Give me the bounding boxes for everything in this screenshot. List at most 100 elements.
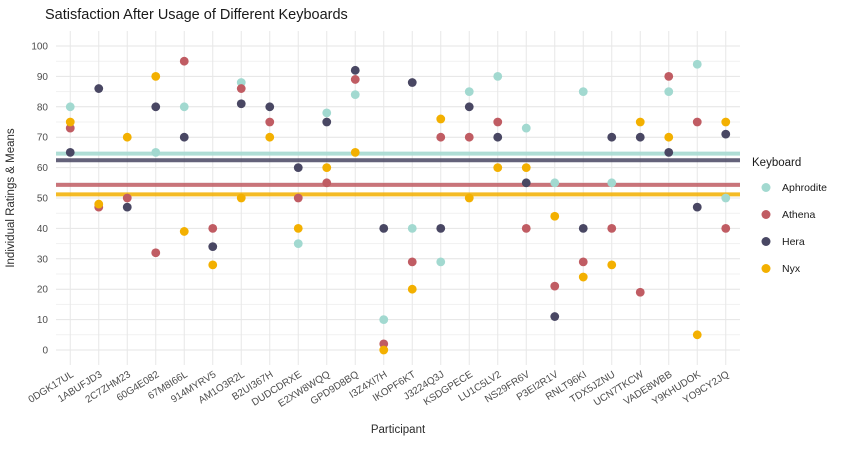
data-point-hera bbox=[151, 102, 161, 112]
data-point-nyx bbox=[721, 117, 731, 127]
data-point-athena bbox=[379, 339, 389, 349]
data-point-nyx bbox=[521, 163, 531, 173]
data-point-nyx bbox=[692, 330, 702, 340]
x-axis-label: Participant bbox=[371, 424, 426, 436]
legend-item-athena: Athena bbox=[761, 209, 815, 221]
data-point-athena bbox=[721, 224, 731, 233]
data-point-nyx bbox=[436, 114, 446, 124]
data-point-aphrodite bbox=[664, 87, 674, 96]
y-axis-label: Individual Ratings & Means bbox=[5, 128, 17, 268]
data-point-nyx bbox=[578, 272, 588, 282]
legend-title: Keyboard bbox=[752, 157, 801, 169]
data-point-nyx bbox=[65, 117, 75, 127]
y-tick-label: 50 bbox=[37, 194, 49, 205]
data-point-aphrodite bbox=[493, 72, 503, 81]
data-point-hera bbox=[122, 202, 132, 212]
legend-label-nyx: Nyx bbox=[782, 263, 801, 275]
data-point-aphrodite bbox=[550, 178, 560, 188]
gridlines-major bbox=[56, 45, 740, 351]
data-point-athena bbox=[407, 257, 417, 267]
data-point-nyx bbox=[635, 117, 645, 127]
y-tick-label: 70 bbox=[37, 133, 49, 144]
data-point-athena bbox=[493, 117, 503, 127]
legend-item-hera: Hera bbox=[761, 236, 805, 248]
data-point-athena bbox=[122, 193, 132, 203]
data-point-aphrodite bbox=[236, 78, 246, 87]
data-point-hera bbox=[635, 132, 645, 142]
data-point-athena bbox=[607, 224, 617, 233]
data-point-nyx bbox=[179, 227, 189, 236]
data-point-athena bbox=[65, 123, 75, 133]
data-point-aphrodite bbox=[350, 90, 360, 100]
legend-swatch-athena bbox=[761, 210, 771, 219]
data-point-hera bbox=[179, 132, 189, 142]
data-point-aphrodite bbox=[521, 123, 531, 133]
mean-lines bbox=[56, 151, 740, 197]
data-point-athena bbox=[664, 72, 674, 81]
data-point-athena bbox=[293, 193, 303, 203]
data-point-athena bbox=[464, 132, 474, 142]
legend: Aphrodite Athena Hera Nyx bbox=[761, 182, 827, 275]
data-point-hera bbox=[664, 148, 674, 157]
data-point-nyx bbox=[265, 132, 275, 142]
data-point-hera bbox=[607, 132, 617, 142]
data-point-nyx bbox=[493, 163, 503, 173]
y-axis-tick-labels: 0 10 20 30 40 50 60 70 80 90 100 bbox=[31, 42, 48, 357]
y-tick-label: 80 bbox=[37, 102, 49, 113]
data-point-aphrodite bbox=[436, 257, 446, 267]
data-point-nyx bbox=[236, 193, 246, 203]
data-point-athena bbox=[692, 117, 702, 127]
data-point-aphrodite bbox=[65, 102, 75, 112]
data-point-nyx bbox=[379, 345, 389, 355]
data-point-aphrodite bbox=[293, 239, 303, 249]
data-point-nyx bbox=[407, 284, 417, 294]
y-tick-label: 20 bbox=[37, 285, 49, 296]
data-point-aphrodite bbox=[379, 315, 389, 324]
y-tick-label: 30 bbox=[37, 254, 49, 265]
data-point-hera bbox=[578, 224, 588, 233]
legend-label-hera: Hera bbox=[782, 236, 805, 248]
data-point-hera bbox=[322, 117, 332, 127]
legend-label-aphrodite: Aphrodite bbox=[782, 182, 827, 194]
data-point-aphrodite bbox=[721, 193, 731, 203]
data-point-hera bbox=[521, 178, 531, 188]
y-tick-label: 40 bbox=[37, 224, 49, 235]
data-point-hera bbox=[692, 202, 702, 212]
legend-swatch-nyx bbox=[761, 264, 771, 273]
data-point-nyx bbox=[550, 211, 560, 221]
data-point-hera bbox=[379, 224, 389, 233]
data-point-athena bbox=[635, 287, 645, 297]
data-point-aphrodite bbox=[151, 148, 161, 157]
data-point-athena bbox=[236, 84, 246, 93]
chart-title: Satisfaction After Usage of Different Ke… bbox=[45, 7, 348, 23]
gridlines-vertical bbox=[69, 31, 727, 365]
data-point-athena bbox=[550, 281, 560, 291]
y-tick-label: 100 bbox=[31, 42, 48, 53]
legend-label-athena: Athena bbox=[782, 209, 815, 221]
legend-swatch-aphrodite bbox=[761, 183, 771, 192]
y-tick-label: 60 bbox=[37, 163, 49, 174]
data-point-hera bbox=[550, 312, 560, 321]
data-point-aphrodite bbox=[407, 224, 417, 233]
data-point-nyx bbox=[293, 224, 303, 233]
y-tick-label: 90 bbox=[37, 72, 49, 83]
data-point-nyx bbox=[464, 193, 474, 203]
legend-item-aphrodite: Aphrodite bbox=[761, 182, 827, 194]
data-point-aphrodite bbox=[322, 108, 332, 118]
data-point-athena bbox=[208, 224, 218, 233]
data-point-athena bbox=[436, 132, 446, 142]
data-point-hera bbox=[236, 99, 246, 109]
data-point-nyx bbox=[94, 199, 104, 209]
x-axis-tick-labels: 0DGK17UL1ABUFJD32C7ZHM2360G4E08267M8I66L… bbox=[27, 369, 732, 410]
data-point-athena bbox=[265, 117, 275, 127]
data-point-nyx bbox=[122, 132, 132, 142]
data-point-nyx bbox=[151, 72, 161, 81]
data-point-hera bbox=[65, 148, 75, 157]
data-point-athena bbox=[350, 75, 360, 84]
data-point-hera bbox=[436, 224, 446, 233]
data-point-aphrodite bbox=[692, 59, 702, 69]
data-point-athena bbox=[151, 248, 161, 258]
data-point-athena bbox=[179, 56, 189, 66]
data-point-hera bbox=[721, 129, 731, 139]
